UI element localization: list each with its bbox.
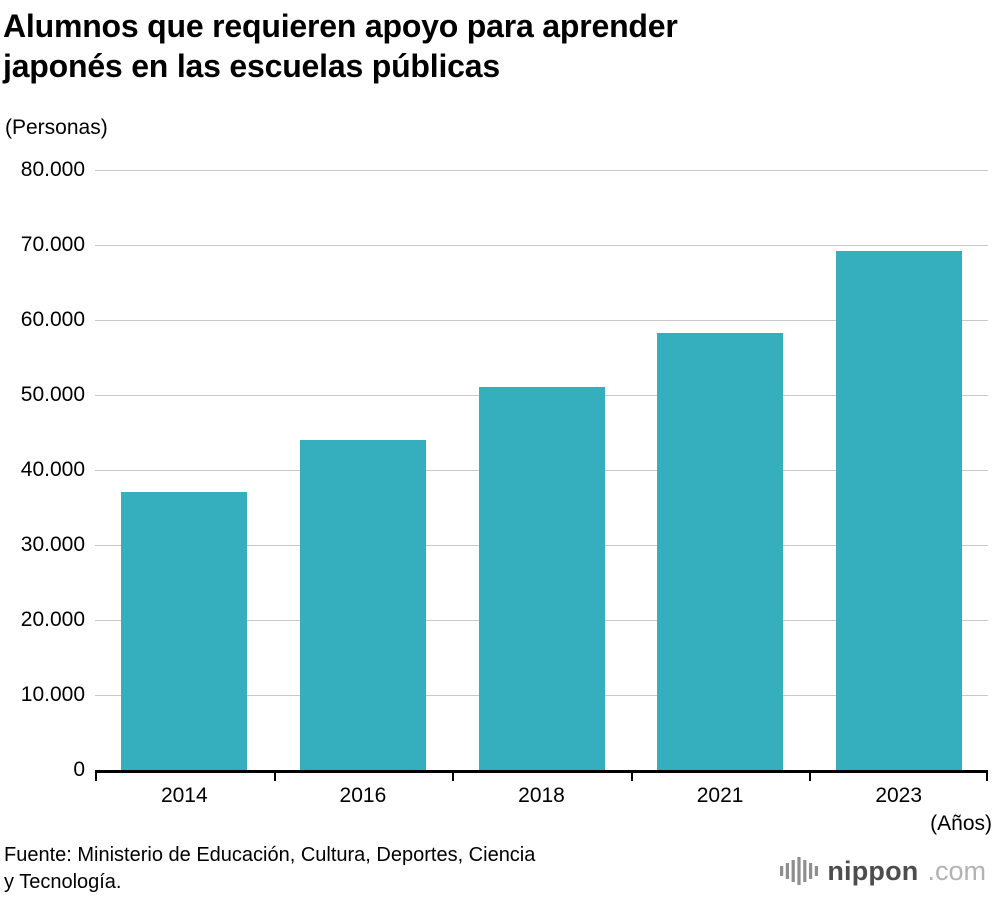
x-axis-tick-label: 2014 bbox=[160, 784, 208, 807]
x-axis-tick-label: 2016 bbox=[339, 784, 387, 807]
x-axis-line bbox=[95, 770, 988, 773]
x-axis-tick bbox=[986, 773, 988, 781]
gridline bbox=[95, 319, 988, 321]
x-axis-tick bbox=[273, 773, 276, 781]
gridline bbox=[95, 169, 988, 171]
gridline bbox=[95, 244, 988, 246]
y-axis-tick-label: 20.000 bbox=[20, 608, 85, 631]
source-line-1: Fuente: Ministerio de Educación, Cultura… bbox=[4, 844, 536, 866]
waveform-bars-icon bbox=[780, 857, 819, 885]
bar-2021 bbox=[657, 332, 784, 770]
bar-2016 bbox=[299, 440, 426, 770]
nippon-logo-suffix: .com bbox=[927, 855, 986, 886]
plot-area bbox=[95, 169, 988, 781]
bar-2023 bbox=[835, 251, 962, 770]
y-axis-tick-label: 80.000 bbox=[20, 158, 85, 181]
x-axis-tick-label: 2021 bbox=[696, 784, 744, 807]
x-axis-tick bbox=[630, 773, 633, 781]
y-axis-tick-label: 70.000 bbox=[20, 233, 85, 256]
x-axis-unit-label: (Años) bbox=[930, 812, 992, 835]
x-axis-tick bbox=[452, 773, 455, 781]
chart-title: Alumnos que requieren apoyo para aprende… bbox=[3, 6, 678, 86]
x-axis-tick-label: 2023 bbox=[875, 784, 923, 807]
bar-2014 bbox=[121, 491, 248, 770]
y-axis-tick-label: 0 bbox=[73, 758, 85, 781]
y-axis-tick-label: 10.000 bbox=[20, 683, 85, 706]
bar-2018 bbox=[478, 386, 605, 770]
chart-title-line-1: Alumnos que requieren apoyo para aprende… bbox=[3, 8, 678, 44]
y-axis-tick-label: 60.000 bbox=[20, 308, 85, 331]
chart-title-line-2: japonés en las escuelas públicas bbox=[3, 48, 500, 84]
y-axis-unit-label: (Personas) bbox=[5, 116, 108, 139]
y-axis-tick-label: 40.000 bbox=[20, 458, 85, 481]
source-note: Fuente: Ministerio de Educación, Cultura… bbox=[4, 842, 535, 896]
x-axis-tick bbox=[95, 773, 97, 781]
x-axis-tick-label: 2018 bbox=[518, 784, 565, 807]
bar-chart: 0 10.000 20.000 30.000 40.000 50.000 60.000 70.… bbox=[0, 158, 1000, 850]
y-axis-tick-label: 50.000 bbox=[20, 383, 85, 406]
x-axis-tick bbox=[809, 773, 812, 781]
nippon-logo: nippon .com bbox=[780, 854, 986, 888]
nippon-logo-text: nippon bbox=[827, 855, 919, 886]
y-axis-tick-label: 30.000 bbox=[20, 533, 85, 556]
source-line-2: y Tecnología. bbox=[4, 871, 122, 893]
